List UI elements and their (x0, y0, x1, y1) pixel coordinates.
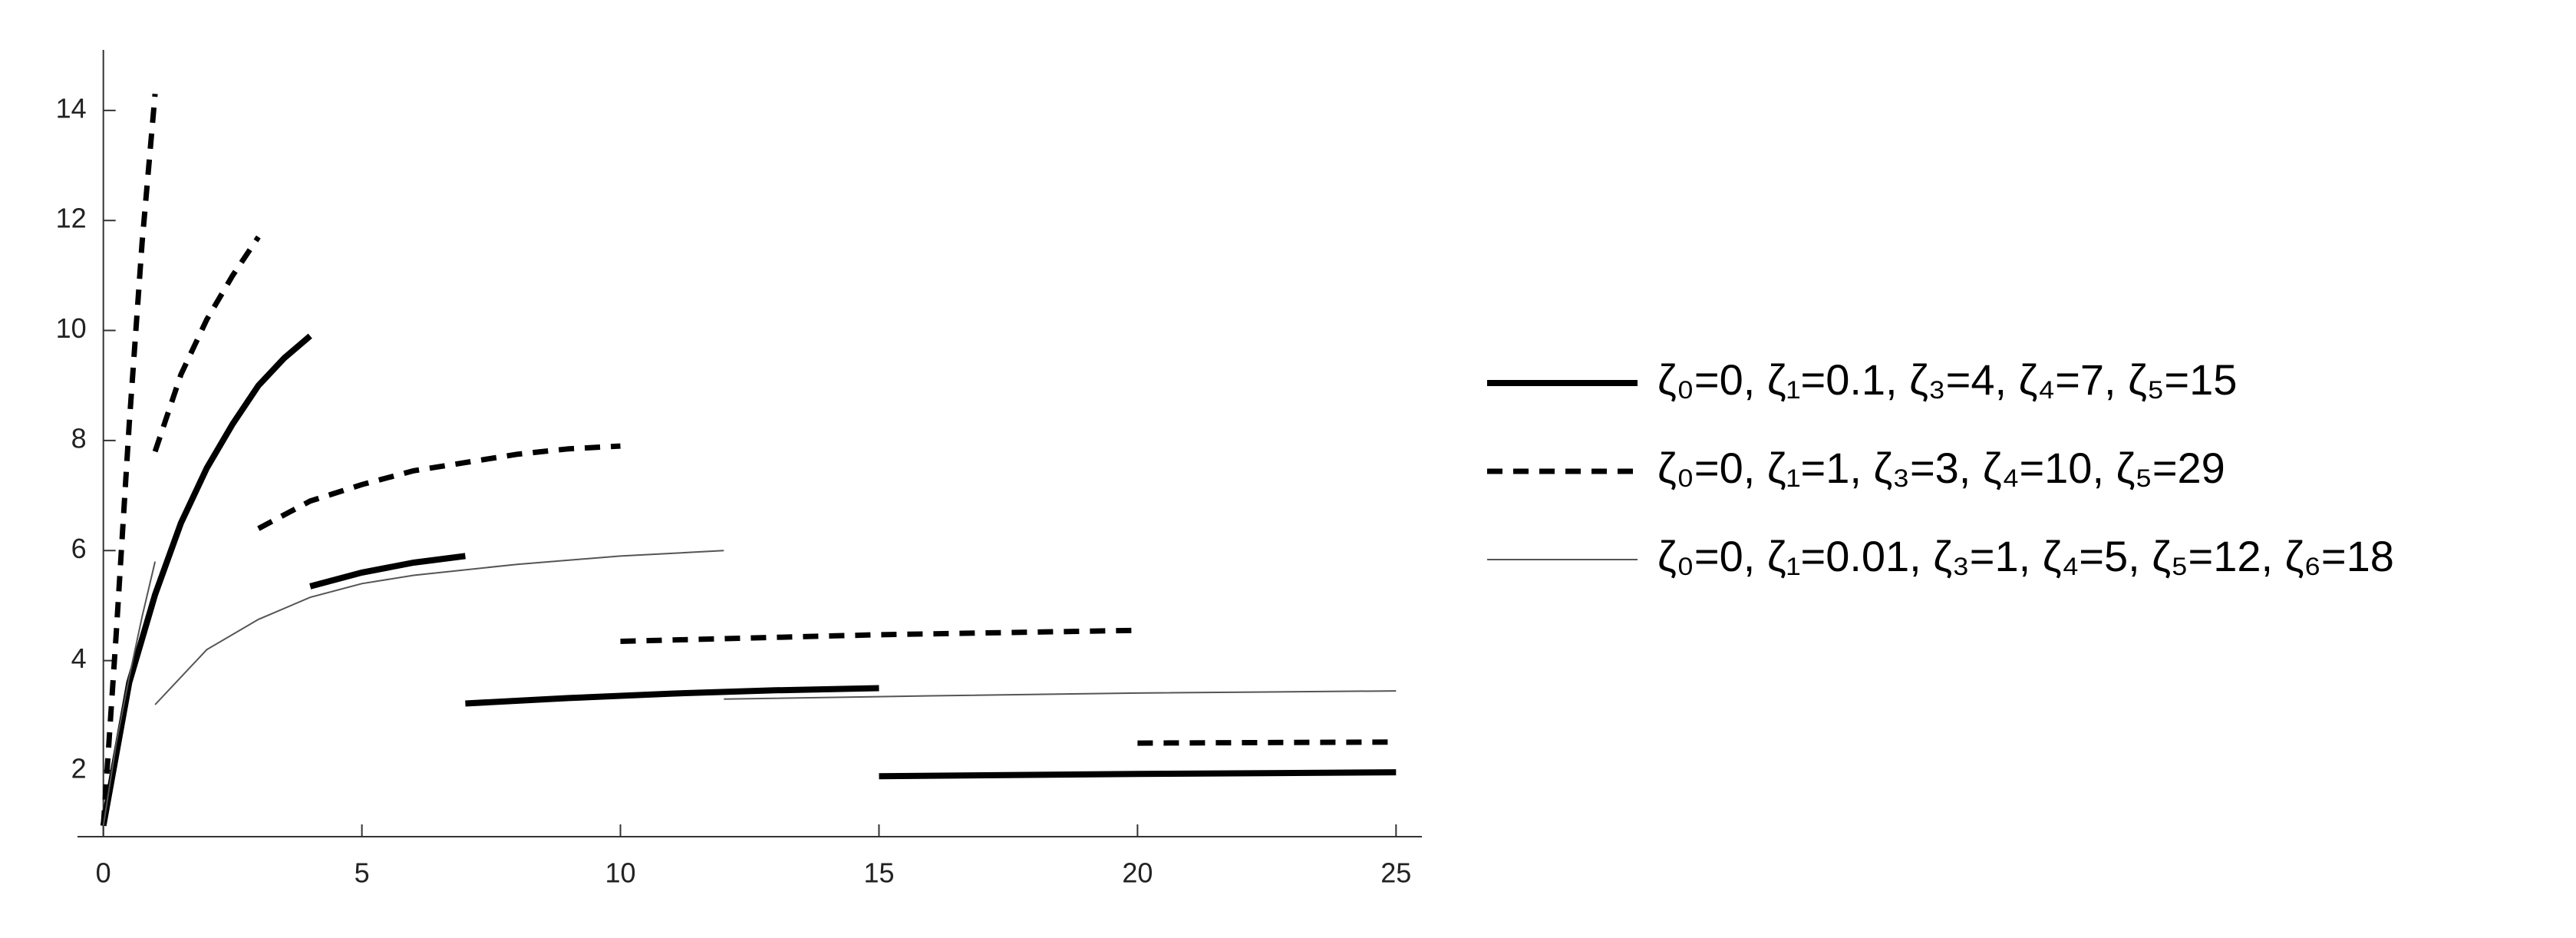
y-tick-label: 12 (56, 203, 87, 234)
y-tick-label: 8 (71, 422, 87, 454)
y-tick-label: 4 (71, 642, 87, 674)
x-tick-label: 0 (96, 857, 111, 889)
x-tick-label: 25 (1380, 857, 1411, 889)
x-tick-label: 5 (355, 857, 370, 889)
y-tick-label: 14 (56, 92, 87, 124)
y-tick-label: 6 (71, 533, 87, 564)
x-tick-label: 15 (863, 857, 894, 889)
y-tick-label: 2 (71, 753, 87, 784)
legend-label: ζ₀=0, ζ₁=0.1, ζ₃=4, ζ₄=7, ζ₅=15 (1657, 355, 2237, 404)
series-line (101, 93, 1397, 826)
y-tick-label: 10 (56, 312, 87, 344)
series-line (102, 550, 1397, 826)
x-tick-label: 10 (605, 857, 636, 889)
legend-label: ζ₀=0, ζ₁=0.01, ζ₃=1, ζ₄=5, ζ₅=12, ζ₆=18 (1657, 532, 2394, 580)
x-tick-label: 20 (1122, 857, 1153, 889)
series-line (100, 333, 1397, 827)
legend-label: ζ₀=0, ζ₁=1, ζ₃=3, ζ₄=10, ζ₅=29 (1657, 444, 2225, 492)
